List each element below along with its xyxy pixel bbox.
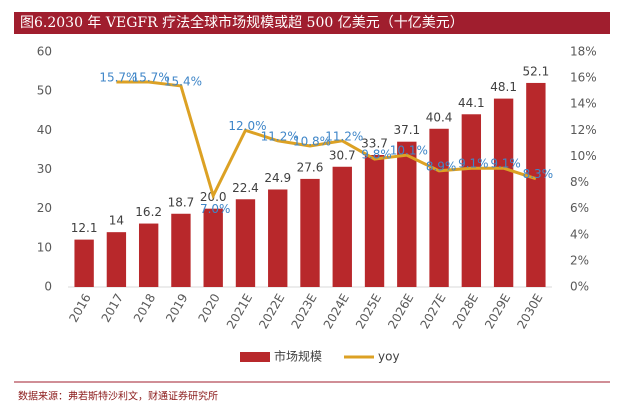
- bar: [397, 141, 417, 287]
- y2-tick-label: 4%: [570, 227, 589, 241]
- x-tick-label: 2027E: [418, 291, 449, 331]
- bar: [526, 82, 546, 287]
- bar-value-label: 40.4: [426, 110, 453, 124]
- y-tick-label: 40: [37, 123, 52, 137]
- bar-value-label: 24.9: [264, 171, 291, 185]
- bar: [268, 189, 288, 287]
- bar: [332, 166, 352, 287]
- y2-tick-label: 10%: [570, 149, 597, 163]
- bar: [74, 239, 94, 287]
- x-tick-label: 2024E: [321, 291, 352, 331]
- bar: [171, 213, 191, 287]
- x-tick-label: 2017: [99, 291, 126, 324]
- bar-value-label: 22.4: [232, 181, 259, 195]
- bar-value-label: 48.1: [490, 80, 517, 94]
- x-tick-label: 2030E: [514, 291, 545, 331]
- y2-tick-label: 2%: [570, 253, 589, 267]
- bar: [364, 155, 385, 287]
- y-tick-label: 20: [37, 201, 52, 215]
- bar-value-label: 14: [109, 214, 124, 228]
- x-tick-label: 2025E: [353, 291, 384, 331]
- y2-tick-label: 12%: [570, 123, 597, 137]
- bar: [203, 208, 223, 287]
- y-tick-label: 0: [44, 280, 52, 294]
- line-value-label: 9.1%: [458, 157, 489, 171]
- bar: [429, 128, 449, 287]
- line-value-label: 7.0%: [200, 202, 231, 216]
- bar-value-label: 30.7: [329, 148, 356, 162]
- legend-label: yoy: [378, 350, 400, 364]
- legend-label: 市场规模: [274, 349, 322, 364]
- x-tick-label: 2026E: [385, 291, 416, 331]
- x-tick-label: 2023E: [288, 291, 319, 331]
- bar-value-label: 33.7: [361, 137, 388, 151]
- line-value-label: 8.3%: [523, 167, 554, 181]
- bar-value-label: 52.1: [523, 64, 550, 78]
- bar: [106, 232, 127, 287]
- y-tick-label: 60: [37, 45, 52, 59]
- y-tick-label: 50: [37, 84, 52, 98]
- y2-tick-label: 0%: [570, 280, 589, 294]
- legend-swatch: [240, 352, 270, 362]
- bar: [461, 114, 482, 288]
- bar-value-label: 12.1: [71, 221, 98, 235]
- x-tick-label: 2029E: [482, 291, 513, 331]
- line-value-label: 10.8%: [293, 135, 331, 149]
- x-tick-label: 2022E: [256, 291, 287, 331]
- line-value-label: 10.1%: [390, 144, 428, 158]
- bar-value-label: 18.7: [168, 195, 195, 209]
- bar-value-label: 37.1: [393, 123, 420, 137]
- x-tick-label: 2019: [163, 291, 190, 324]
- x-tick-label: 2020: [195, 291, 222, 324]
- y-tick-label: 10: [37, 240, 52, 254]
- x-tick-label: 2016: [66, 291, 93, 324]
- x-tick-label: 2021E: [224, 291, 255, 331]
- bar-value-label: 16.2: [135, 205, 162, 219]
- bar: [493, 98, 514, 287]
- line: [116, 80, 537, 200]
- x-tick-label: 2018: [131, 291, 158, 324]
- bar: [235, 199, 256, 287]
- y2-tick-label: 14%: [570, 97, 597, 111]
- source: 数据来源：弗若斯特沙利文，财通证券研究所: [18, 390, 218, 403]
- line-value-label: 9.1%: [490, 157, 521, 171]
- y-tick-label: 30: [37, 162, 52, 176]
- x-tick-label: 2028E: [450, 291, 481, 331]
- title-banner: [14, 12, 610, 34]
- line-value-label: 15.4%: [164, 74, 202, 88]
- line-value-label: 12.0%: [228, 119, 266, 133]
- y2-tick-label: 8%: [570, 175, 589, 189]
- line-value-label: 9.8%: [361, 148, 392, 162]
- y2-tick-label: 16%: [570, 71, 597, 85]
- bar-value-label: 27.6: [297, 160, 324, 174]
- bar: [300, 178, 320, 287]
- line-value-label: 15.7%: [132, 71, 170, 85]
- line-value-label: 11.2%: [325, 129, 363, 143]
- y2-tick-label: 18%: [570, 45, 597, 59]
- chart-title: 图6.2030 年 VEGFR 疗法全球市场规模或超 500 亿美元（十亿美元）: [20, 14, 464, 31]
- bar: [138, 223, 159, 287]
- bar-value-label: 44.1: [458, 96, 485, 110]
- line-value-label: 8.9%: [426, 159, 457, 173]
- line-value-label: 11.2%: [261, 129, 299, 143]
- y2-tick-label: 6%: [570, 201, 589, 215]
- line-value-label: 15.7%: [99, 71, 137, 85]
